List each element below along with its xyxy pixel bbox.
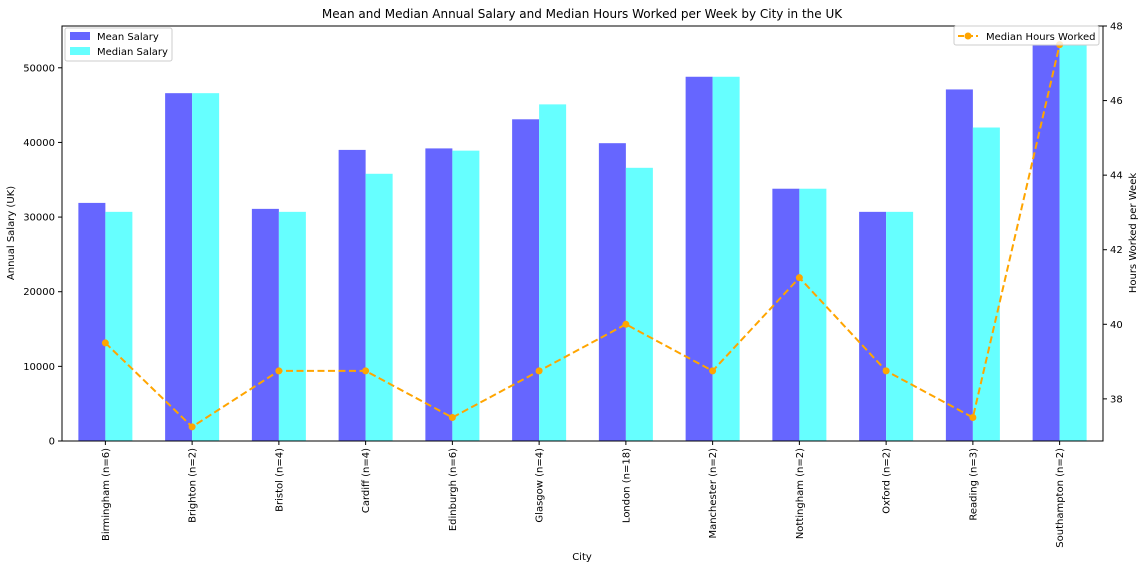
chart-title: Mean and Median Annual Salary and Median… <box>322 7 843 21</box>
x-tick-label: Oxford (n=2) <box>882 448 893 514</box>
bar-mean-salary <box>685 76 713 441</box>
legend-swatch-mean <box>70 32 90 40</box>
right-axis-ticks: 38 40 42 44 46 48 <box>1103 22 1123 405</box>
x-tick-label: London (n=18) <box>621 448 632 523</box>
left-axis-ticks: 0 10000 20000 30000 40000 50000 <box>23 63 62 448</box>
bar-median-salary <box>539 104 567 441</box>
bar-median-salary <box>192 93 220 441</box>
x-tick-label: Cardiff (n=4) <box>361 448 372 513</box>
y2-tick-label: 46 <box>1110 96 1123 107</box>
y2-tick-label: 42 <box>1110 245 1123 256</box>
y2-axis-label: Hours Worked per Week <box>1128 173 1139 294</box>
bar-median-salary <box>712 76 740 441</box>
hours-point <box>795 274 803 282</box>
hours-point <box>275 367 283 375</box>
bar-median-salary <box>278 211 306 441</box>
bar-mean-salary <box>945 89 973 441</box>
hours-point <box>101 339 109 347</box>
hours-point <box>709 367 717 375</box>
bar-mean-salary <box>512 119 540 442</box>
x-tick-label: Southampton (n=2) <box>1055 448 1066 548</box>
legend-label-median: Median Salary <box>97 47 168 58</box>
x-tick-label: Reading (n=3) <box>968 448 979 521</box>
bar-mean-salary <box>1032 45 1060 442</box>
hours-point <box>882 367 890 375</box>
y-tick-label: 20000 <box>23 287 55 298</box>
y2-tick-label: 40 <box>1110 320 1123 331</box>
bar-mean-salary <box>338 149 366 441</box>
line-layer <box>101 41 1064 431</box>
y2-tick-label: 44 <box>1110 171 1123 182</box>
plot-frame <box>61 25 1104 442</box>
hours-point <box>188 423 196 431</box>
x-tick-label: Brighton (n=2) <box>188 448 199 523</box>
bars-layer <box>78 45 1087 442</box>
y-tick-label: 50000 <box>23 63 55 74</box>
bar-median-salary <box>886 211 914 441</box>
bar-median-salary <box>365 173 393 441</box>
legend-left-frame <box>64 27 173 62</box>
bar-mean-salary <box>251 208 279 441</box>
legend-right-frame <box>953 25 1100 46</box>
bar-mean-salary <box>78 202 106 441</box>
y2-tick-label: 48 <box>1110 22 1123 33</box>
hours-point <box>622 320 630 328</box>
legend-left: Mean Salary Median Salary <box>64 27 173 62</box>
x-tick-label: Glasgow (n=4) <box>535 448 546 523</box>
hours-point <box>535 367 543 375</box>
y-axis-label: Annual Salary (UK) <box>6 186 17 280</box>
hours-line <box>104 44 1061 429</box>
bar-median-salary <box>972 127 1000 441</box>
bar-mean-salary <box>165 93 193 441</box>
y-tick-label: 0 <box>49 437 55 448</box>
x-tick-label: Nottingham (n=2) <box>795 448 806 539</box>
legend-right: Median Hours Worked <box>953 25 1100 46</box>
legend-swatch-median <box>70 47 90 55</box>
bar-median-salary <box>799 188 827 441</box>
bar-median-salary <box>1059 45 1087 442</box>
x-axis-ticks: Birmingham (n=6) Brighton (n=2) Bristol (n… <box>101 441 1066 548</box>
legend-marker-hours <box>964 32 972 40</box>
x-axis-label: City <box>572 552 592 563</box>
hours-point <box>448 414 456 422</box>
x-tick-label: Bristol (n=4) <box>274 448 285 512</box>
bar-median-salary <box>625 167 653 442</box>
y2-tick-label: 38 <box>1110 394 1123 405</box>
hours-point <box>969 414 977 422</box>
bar-median-salary <box>105 211 133 441</box>
bar-median-salary <box>452 150 480 441</box>
y-tick-label: 30000 <box>23 213 55 224</box>
legend-label-hours: Median Hours Worked <box>986 32 1096 43</box>
y-tick-label: 10000 <box>23 362 55 373</box>
x-tick-label: Birmingham (n=6) <box>101 448 112 541</box>
legend-label-mean: Mean Salary <box>97 32 159 43</box>
hours-point <box>362 367 370 375</box>
x-tick-label: Manchester (n=2) <box>708 448 719 539</box>
x-tick-label: Edinburgh (n=6) <box>448 448 459 531</box>
bar-mean-salary <box>772 188 800 441</box>
bar-mean-salary <box>859 211 887 441</box>
bar-mean-salary <box>598 143 626 442</box>
bar-mean-salary <box>425 148 453 441</box>
y-tick-label: 40000 <box>23 138 55 149</box>
